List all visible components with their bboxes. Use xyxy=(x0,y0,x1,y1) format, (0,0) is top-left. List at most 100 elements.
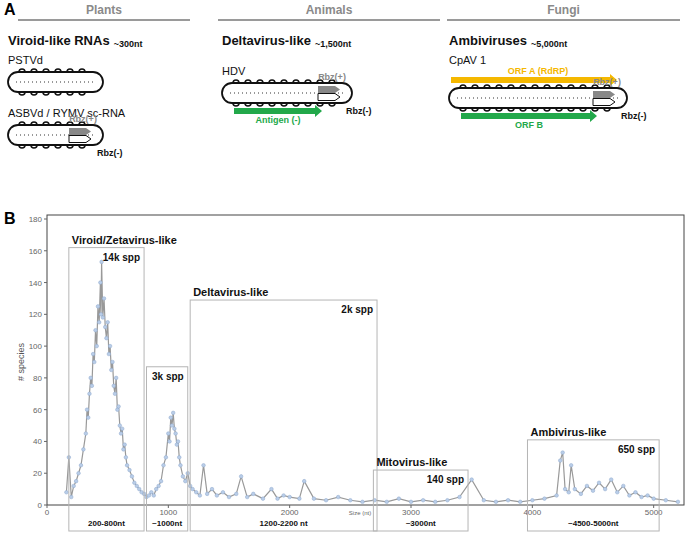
region-box xyxy=(373,470,468,531)
data-point xyxy=(137,487,141,491)
data-point xyxy=(482,498,486,502)
title-text: Ambiviruses xyxy=(449,33,527,48)
data-point xyxy=(561,451,565,455)
region-count: 2k spp xyxy=(341,304,373,315)
data-point xyxy=(543,497,547,501)
data-point xyxy=(597,481,601,485)
data-point xyxy=(102,297,106,301)
data-point xyxy=(128,468,132,472)
data-point xyxy=(446,498,450,502)
data-point xyxy=(282,494,286,498)
orf-label: Antigen (-) xyxy=(256,115,301,125)
pairing xyxy=(16,82,95,83)
ribozyme-label: Rbz(-) xyxy=(97,148,123,158)
data-point xyxy=(202,463,206,467)
ribozyme-plus xyxy=(69,128,91,135)
region-range: 200-800nt xyxy=(88,519,125,528)
data-point xyxy=(152,494,156,498)
data-point xyxy=(77,471,81,475)
ribozyme-minus xyxy=(318,94,340,101)
data-point xyxy=(65,490,69,494)
region-label: Mitovirus-like xyxy=(376,456,447,468)
data-point xyxy=(110,368,114,372)
data-point xyxy=(169,416,173,420)
data-point xyxy=(177,456,181,460)
data-point xyxy=(312,497,316,501)
data-point xyxy=(124,456,128,460)
data-point xyxy=(123,443,127,447)
x-axis-title: Size (nt) xyxy=(349,510,371,516)
region-range: ~1000nt xyxy=(152,519,182,528)
rod xyxy=(8,72,103,92)
y-tick-label: 80 xyxy=(33,374,42,383)
molecule-name: ASBVd / RYMV sc-RNA xyxy=(8,107,126,119)
ribozyme-label: Rbz(-) xyxy=(346,106,372,116)
y-tick-label: 180 xyxy=(29,215,43,224)
y-tick xyxy=(44,441,47,442)
x-tick-label: 3000 xyxy=(402,508,420,517)
data-point xyxy=(72,484,76,488)
y-tick xyxy=(44,314,47,315)
group-header: Animals xyxy=(306,3,353,17)
data-point xyxy=(270,487,274,491)
data-point xyxy=(107,352,111,356)
data-point xyxy=(458,495,462,499)
data-point xyxy=(113,392,117,396)
data-point xyxy=(135,484,139,488)
region-count: 14k spp xyxy=(103,252,140,263)
region-box xyxy=(190,300,377,531)
region-range: ~3000nt xyxy=(406,519,436,528)
region-label: Ambivirus-like xyxy=(530,426,606,438)
region-range: ~4500-5000nt xyxy=(568,519,619,528)
data-point xyxy=(205,492,209,496)
y-tick xyxy=(44,473,47,474)
data-point xyxy=(159,479,163,483)
data-point xyxy=(96,305,100,309)
data-point xyxy=(106,320,110,324)
regions: Viroid/Zetavirus-like14k spp200-800nt3k … xyxy=(69,234,659,531)
data-point xyxy=(531,498,535,502)
region-count: 650 spp xyxy=(618,444,655,455)
size-text: ~300nt xyxy=(114,39,143,49)
header-rule xyxy=(447,19,680,21)
rod xyxy=(449,88,627,108)
data-point xyxy=(91,352,95,356)
data-point xyxy=(234,492,238,496)
data-point xyxy=(133,481,137,485)
title-text: Viroid-like RNAs xyxy=(8,33,110,48)
data-point xyxy=(74,479,78,483)
data-point xyxy=(181,475,185,479)
x-tick-label: 0 xyxy=(45,508,50,517)
data-point xyxy=(184,479,188,483)
data-point xyxy=(579,492,583,496)
size-text: ~5,000nt xyxy=(531,39,567,49)
x-tick-label: 2000 xyxy=(281,508,299,517)
data-point xyxy=(349,498,353,502)
background xyxy=(0,0,685,552)
data-point xyxy=(167,432,171,436)
data-point xyxy=(518,500,522,504)
data-point xyxy=(170,424,174,428)
data-point xyxy=(385,500,389,504)
ribozyme-plus xyxy=(593,91,615,98)
header-rule xyxy=(18,19,190,21)
y-tick xyxy=(44,377,47,378)
data-point xyxy=(676,500,680,504)
data-point xyxy=(179,463,183,467)
data-point xyxy=(558,459,562,463)
y-tick xyxy=(44,346,47,347)
ribozyme-label: Rbz(-) xyxy=(621,111,647,121)
y-tick xyxy=(44,409,47,410)
y-tick-label: 20 xyxy=(33,469,42,478)
data-point xyxy=(162,463,166,467)
y-tick-label: 120 xyxy=(29,310,43,319)
data-point xyxy=(112,384,116,388)
y-tick-label: 0 xyxy=(38,501,43,510)
title-text: Deltavirus-like xyxy=(222,33,311,48)
data-point xyxy=(615,490,619,494)
data-point xyxy=(567,490,571,494)
data-point xyxy=(93,360,97,364)
data-point xyxy=(99,281,103,285)
header-rule xyxy=(218,19,440,21)
data-point xyxy=(239,475,243,479)
